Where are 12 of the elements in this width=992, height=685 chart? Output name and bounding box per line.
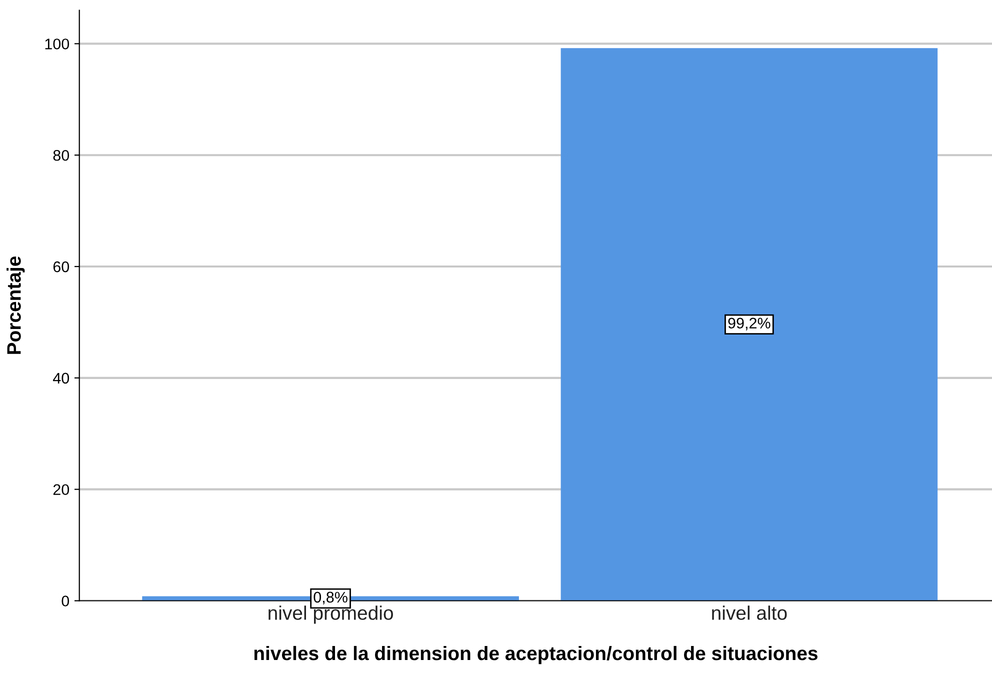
y-tick-label: 100 (45, 38, 70, 50)
x-tick-label: nivel alto (712, 606, 787, 620)
y-tick-label: 40 (52, 372, 70, 384)
x-axis-title: niveles de la dimension de aceptacion/control de situaciones (254, 646, 818, 664)
y-tick-label: 0 (62, 596, 70, 606)
data-label: 0,8% (314, 592, 348, 604)
x-tick-label: nivel promedio (268, 606, 393, 624)
y-axis-title: Porcentaje (6, 256, 25, 354)
data-label: 99,2% (728, 318, 770, 330)
y-tick-label: 20 (53, 484, 70, 496)
y-tick-label: 80 (53, 150, 70, 161)
y-tick-label: 60 (53, 261, 70, 272)
